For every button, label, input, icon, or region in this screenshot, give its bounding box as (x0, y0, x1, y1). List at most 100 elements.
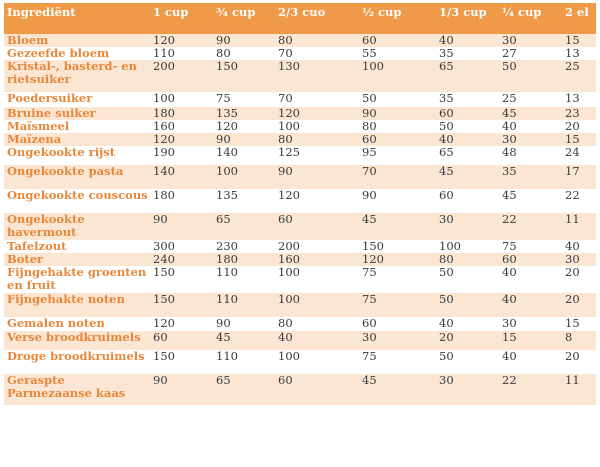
value-cell: 40 (499, 293, 562, 317)
value-cell: 75 (359, 266, 436, 293)
value-cell: 160 (150, 120, 213, 133)
table-row: Maïzena 120 90 80 60 40 30 15 (4, 133, 596, 146)
value-cell: 120 (150, 317, 213, 331)
value-cell: 100 (213, 165, 275, 189)
value-cell: 22 (499, 213, 562, 240)
value-cell: 40 (562, 240, 596, 253)
value-cell: 20 (436, 331, 499, 350)
header-col: ¼ cup (499, 3, 562, 34)
ingredient-name: Bloem (4, 34, 150, 47)
table-row: Geraspte Parmezaanse kaas 90 65 60 45 30 22 11 (4, 374, 596, 405)
value-cell: 90 (150, 374, 213, 405)
ingredient-name: Ongekookte havermout (4, 213, 150, 240)
ingredient-name: Ongekookte pasta (4, 165, 150, 189)
value-cell: 50 (499, 60, 562, 92)
table-row: Verse broodkruimels 60 45 40 30 20 15 8 (4, 331, 596, 350)
value-cell: 15 (562, 317, 596, 331)
value-cell: 200 (150, 60, 213, 92)
header-col: ½ cup (359, 3, 436, 34)
value-cell: 60 (359, 34, 436, 47)
value-cell: 11 (562, 374, 596, 405)
value-cell: 25 (499, 92, 562, 107)
value-cell: 300 (150, 240, 213, 253)
value-cell: 50 (436, 350, 499, 374)
ingredient-name: Maïsmeel (4, 120, 150, 133)
value-cell: 130 (275, 60, 359, 92)
value-cell: 100 (359, 60, 436, 92)
header-col: ¾ cup (213, 3, 275, 34)
value-cell: 45 (436, 165, 499, 189)
value-cell: 40 (436, 34, 499, 47)
value-cell: 40 (275, 331, 359, 350)
table-body: Bloem 120 90 80 60 40 30 15 Gezeefde bloem 110 80 7… (4, 34, 596, 405)
value-cell: 140 (213, 146, 275, 165)
value-cell: 8 (562, 331, 596, 350)
ingredient-name: Fijngehakte groenten en fruit (4, 266, 150, 293)
ingredient-name: Verse broodkruimels (4, 331, 150, 350)
value-cell: 35 (499, 165, 562, 189)
value-cell: 80 (436, 253, 499, 266)
value-cell: 60 (150, 331, 213, 350)
value-cell: 150 (359, 240, 436, 253)
value-cell: 50 (359, 92, 436, 107)
value-cell: 45 (213, 331, 275, 350)
ingredient-name: Kristal-, basterd- en rietsuiker (4, 60, 150, 92)
value-cell: 23 (562, 107, 596, 120)
value-cell: 110 (213, 350, 275, 374)
table-row: Fijngehakte noten 150 110 100 75 50 40 20 (4, 293, 596, 317)
value-cell: 13 (562, 92, 596, 107)
table-row: Poedersuiker 100 75 70 50 35 25 13 (4, 92, 596, 107)
value-cell: 70 (275, 47, 359, 60)
value-cell: 100 (275, 350, 359, 374)
value-cell: 30 (499, 133, 562, 146)
value-cell: 60 (359, 133, 436, 146)
ingredient-name: Gemalen noten (4, 317, 150, 331)
value-cell: 90 (359, 189, 436, 213)
table-row: Fijngehakte groenten en fruit 150 110 100 75… (4, 266, 596, 293)
value-cell: 50 (436, 293, 499, 317)
value-cell: 190 (150, 146, 213, 165)
value-cell: 60 (436, 189, 499, 213)
header-ingredient: Ingrediënt (4, 3, 150, 34)
table-header-row: Ingrediënt 1 cup ¾ cup 2/3 cuo ½ cup 1/3… (4, 3, 596, 34)
value-cell: 90 (213, 34, 275, 47)
table-row: Bruine suiker 180 135 120 90 60 45 23 (4, 107, 596, 120)
value-cell: 20 (562, 266, 596, 293)
value-cell: 135 (213, 107, 275, 120)
value-cell: 100 (150, 92, 213, 107)
value-cell: 90 (213, 317, 275, 331)
value-cell: 180 (150, 107, 213, 120)
value-cell: 65 (213, 374, 275, 405)
value-cell: 15 (499, 331, 562, 350)
value-cell: 35 (436, 47, 499, 60)
value-cell: 80 (275, 34, 359, 47)
value-cell: 60 (436, 107, 499, 120)
value-cell: 90 (359, 107, 436, 120)
value-cell: 45 (499, 189, 562, 213)
value-cell: 15 (562, 34, 596, 47)
value-cell: 65 (213, 213, 275, 240)
value-cell: 150 (213, 60, 275, 92)
table-row: Gezeefde bloem 110 80 70 55 35 27 13 (4, 47, 596, 60)
value-cell: 75 (359, 293, 436, 317)
value-cell: 27 (499, 47, 562, 60)
value-cell: 60 (499, 253, 562, 266)
value-cell: 40 (499, 120, 562, 133)
value-cell: 15 (562, 133, 596, 146)
value-cell: 140 (150, 165, 213, 189)
table-row: Kristal-, basterd- en rietsuiker 200 150 13… (4, 60, 596, 92)
value-cell: 24 (562, 146, 596, 165)
ingredient-name: Poedersuiker (4, 92, 150, 107)
value-cell: 160 (275, 253, 359, 266)
table-row: Droge broodkruimels 150 110 100 75 50 40 20 (4, 350, 596, 374)
value-cell: 48 (499, 146, 562, 165)
value-cell: 30 (359, 331, 436, 350)
value-cell: 65 (436, 146, 499, 165)
value-cell: 40 (499, 266, 562, 293)
value-cell: 65 (436, 60, 499, 92)
value-cell: 22 (562, 189, 596, 213)
value-cell: 55 (359, 47, 436, 60)
value-cell: 13 (562, 47, 596, 60)
ingredient-name: Fijngehakte noten (4, 293, 150, 317)
table-row: Maïsmeel 160 120 100 80 50 40 20 (4, 120, 596, 133)
